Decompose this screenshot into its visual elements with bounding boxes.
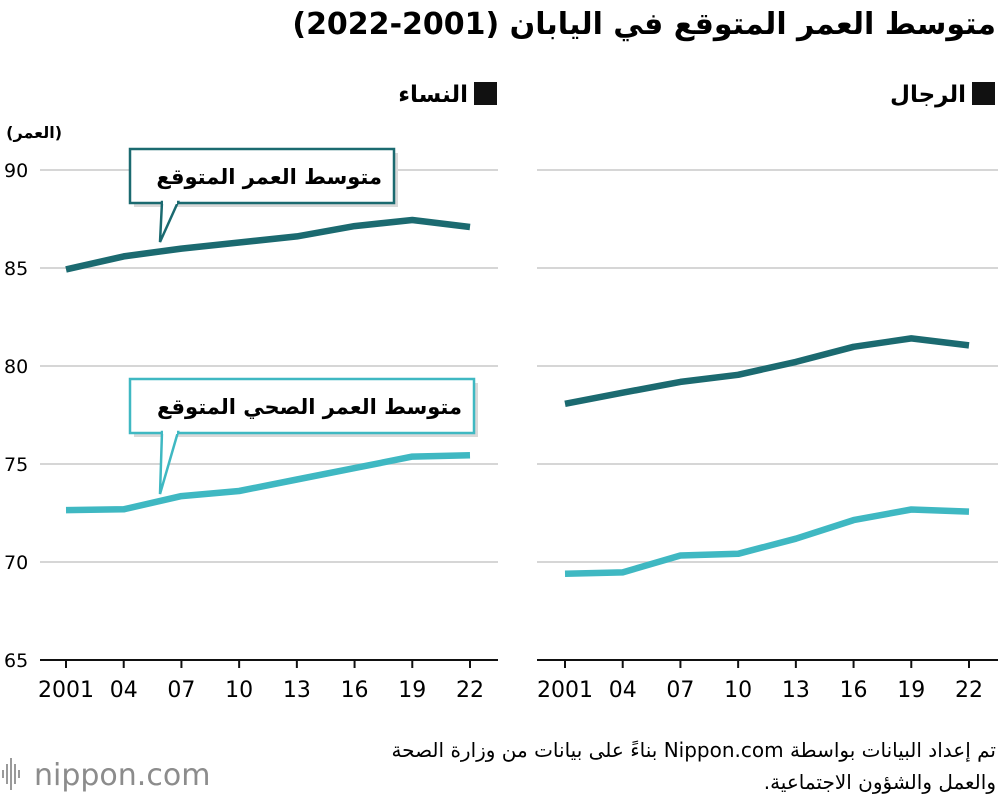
series-line-healthy-life-expectancy: [65, 451, 471, 514]
x-tick-label: 07: [666, 678, 694, 703]
x-tick-label: 16: [341, 678, 369, 703]
source-line-1: تم إعداد البيانات بواسطة Nippon.com بناء…: [391, 738, 996, 763]
y-tick-label: 70: [4, 552, 28, 574]
x-tick-label: 04: [110, 678, 138, 703]
series-line-life-expectancy: [564, 335, 970, 407]
chart-title: متوسط العمر المتوقع في اليابان (2001-202…: [292, 7, 996, 42]
source-line-2: والعمل والشؤون الاجتماعية.: [764, 770, 996, 794]
x-tick-label: 19: [897, 678, 925, 703]
panel-label-women: النساء: [398, 82, 468, 108]
panel-label-marker-women: [474, 82, 497, 105]
y-tick-label: 75: [4, 454, 28, 476]
series-line-life-expectancy: [65, 216, 471, 273]
x-tick-label: 16: [840, 678, 868, 703]
callout-life-expectancy-label: متوسط العمر المتوقع: [156, 165, 382, 189]
y-tick-label: 90: [4, 160, 28, 182]
callout-healthy-life-expectancy: متوسط العمر الصحي المتوقع: [128, 377, 478, 495]
x-tick-label: 19: [398, 678, 426, 703]
logo-mark-icon: [2, 758, 20, 790]
x-tick-label: 2001: [537, 678, 593, 703]
x-tick-label: 13: [782, 678, 810, 703]
x-tick-label: 13: [283, 678, 311, 703]
series-line-healthy-life-expectancy: [564, 506, 970, 578]
x-tick-label: 07: [167, 678, 195, 703]
x-tick-label: 04: [609, 678, 637, 703]
series-men: [564, 335, 970, 578]
y-tick-label: 80: [4, 356, 28, 378]
panel-label-men: الرجال: [890, 82, 966, 108]
panel-men: الرجال 2001 04 07 10 13 16 19 22: [537, 82, 998, 703]
x-tick-label: 10: [724, 678, 752, 703]
panel-label-marker-men: [972, 82, 995, 105]
gridlines-men: [537, 169, 998, 661]
x-ticks-men: 2001 04 07 10 13 16 19 22: [537, 660, 983, 703]
y-ticks-women: 65 70 75 80 85 90: [4, 160, 28, 672]
callout-healthy-life-expectancy-label: متوسط العمر الصحي المتوقع: [157, 395, 462, 419]
y-axis-unit-label: (العمر): [6, 123, 62, 142]
logo-text: nippon.com: [34, 758, 210, 793]
y-tick-label: 85: [4, 258, 28, 280]
logo: nippon.com: [2, 758, 210, 793]
y-tick-label: 65: [4, 650, 28, 672]
series-women: [65, 216, 471, 514]
x-tick-label: 22: [456, 678, 484, 703]
callout-life-expectancy: متوسط العمر المتوقع: [128, 147, 398, 243]
panel-women: النساء (العمر) 65 70 75 80 85 90 2001 04 07 10 13…: [4, 82, 498, 703]
x-tick-label: 10: [225, 678, 253, 703]
x-ticks-women: 2001 04 07 10 13 16 19 22: [38, 660, 484, 703]
x-tick-label: 2001: [38, 678, 94, 703]
x-tick-label: 22: [955, 678, 983, 703]
